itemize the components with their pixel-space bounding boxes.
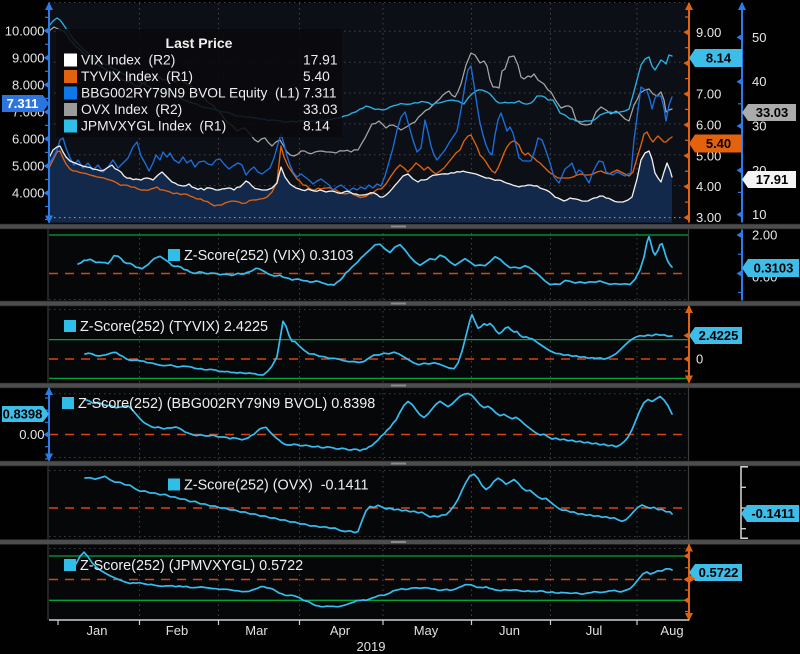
svg-text:May: May <box>414 623 439 638</box>
svg-text:-0.1411: -0.1411 <box>751 506 794 521</box>
svg-text:Z-Score(252) (JPMVXYGL) 0.5722: Z-Score(252) (JPMVXYGL) 0.5722 <box>80 558 303 574</box>
svg-text:5.000: 5.000 <box>12 159 45 174</box>
svg-text:33.03: 33.03 <box>303 102 338 117</box>
svg-text:10.000: 10.000 <box>5 23 45 38</box>
svg-text:17.91: 17.91 <box>756 172 789 187</box>
svg-text:10: 10 <box>752 207 766 222</box>
svg-text:Last Price: Last Price <box>166 35 233 51</box>
svg-text:4.00: 4.00 <box>696 179 721 194</box>
svg-text:Jan: Jan <box>87 623 108 638</box>
svg-text:17.91: 17.91 <box>303 53 338 68</box>
svg-text:Jun: Jun <box>499 623 520 638</box>
svg-text:Jul: Jul <box>586 623 603 638</box>
svg-text:Aug: Aug <box>660 623 683 638</box>
svg-text:9.00: 9.00 <box>696 25 721 40</box>
svg-text:Feb: Feb <box>166 623 188 638</box>
svg-text:0.5722: 0.5722 <box>699 565 739 580</box>
svg-text:Mar: Mar <box>245 623 268 638</box>
svg-text:Z-Score(252) (VIX) 0.3103: Z-Score(252) (VIX) 0.3103 <box>184 248 354 264</box>
svg-text:4.000: 4.000 <box>12 186 45 201</box>
svg-text:7.311: 7.311 <box>7 96 39 111</box>
svg-text:0: 0 <box>696 352 703 367</box>
svg-text:OVX Index (R2): OVX Index (R2) <box>81 102 182 117</box>
svg-text:0.8398: 0.8398 <box>3 407 43 422</box>
svg-text:BBG002RY79N9 BVOL Equity (L1): BBG002RY79N9 BVOL Equity (L1) <box>81 86 300 101</box>
svg-text:Z-Score(252) (BBG002RY79N9 BVO: Z-Score(252) (BBG002RY79N9 BVOL) 0.8398 <box>78 396 375 412</box>
svg-text:JPMVXYGL Index (R1): JPMVXYGL Index (R1) <box>81 119 226 134</box>
svg-text:TYVIX Index (R1): TYVIX Index (R1) <box>81 69 193 84</box>
svg-text:Z-Score(252) (TYVIX) 2.4225: Z-Score(252) (TYVIX) 2.4225 <box>80 319 268 335</box>
svg-text:5.40: 5.40 <box>706 136 731 151</box>
svg-text:0.00: 0.00 <box>19 427 44 442</box>
svg-text:Z-Score(252) (OVX) -0.1411: Z-Score(252) (OVX) -0.1411 <box>184 477 368 493</box>
svg-text:0.3103: 0.3103 <box>754 261 794 276</box>
svg-text:Apr: Apr <box>330 623 351 638</box>
svg-text:50: 50 <box>752 30 766 45</box>
svg-text:VIX Index (R2): VIX Index (R2) <box>81 53 175 68</box>
svg-text:6.00: 6.00 <box>696 117 721 132</box>
svg-text:7.311: 7.311 <box>303 86 337 101</box>
svg-text:33.03: 33.03 <box>756 105 789 120</box>
svg-text:40: 40 <box>752 74 766 89</box>
svg-text:8.14: 8.14 <box>706 51 732 66</box>
svg-text:2.4225: 2.4225 <box>699 328 739 343</box>
svg-text:7.00: 7.00 <box>696 87 721 102</box>
svg-text:2019: 2019 <box>357 639 386 654</box>
svg-text:9.000: 9.000 <box>12 50 45 65</box>
svg-text:8.000: 8.000 <box>12 77 45 92</box>
svg-text:5.40: 5.40 <box>303 69 330 84</box>
svg-text:8.14: 8.14 <box>303 119 330 134</box>
svg-text:3.00: 3.00 <box>696 210 721 225</box>
svg-text:6.000: 6.000 <box>12 131 45 146</box>
svg-text:2.00: 2.00 <box>752 228 777 243</box>
svg-text:30: 30 <box>752 119 766 134</box>
